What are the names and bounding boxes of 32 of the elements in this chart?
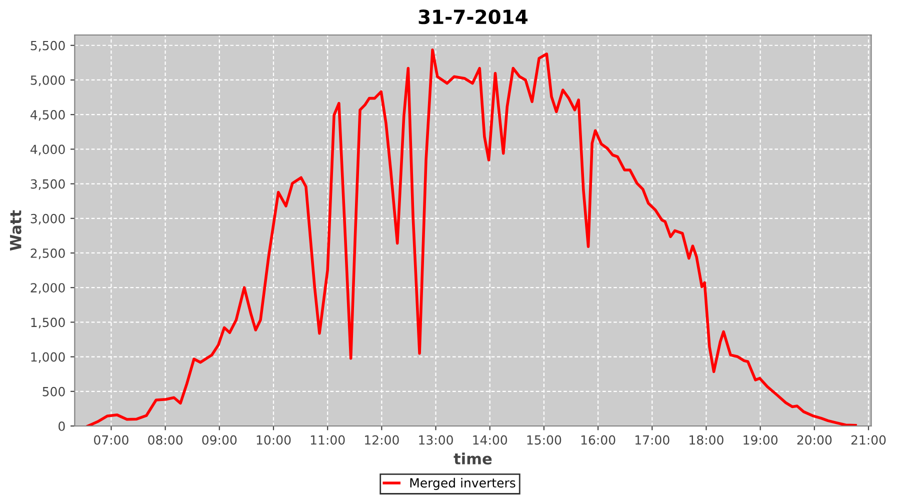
y-axis-title: Watt <box>10 210 22 251</box>
x-tick-label: 09:00 <box>202 435 237 445</box>
x-tick-label: 12:00 <box>365 435 399 445</box>
x-tick-label: 18:00 <box>690 435 724 445</box>
x-tick-label: 13:00 <box>419 435 453 445</box>
y-tick-label: 3,500 <box>30 179 65 190</box>
chart-title: 31-7-2014 <box>418 9 528 24</box>
x-tick-label: 08:00 <box>148 435 182 445</box>
y-tick-label: 500 <box>42 386 65 396</box>
y-tick-label: 5,000 <box>30 75 65 86</box>
y-tick-label: 4,500 <box>30 110 65 121</box>
x-tick-label: 16:00 <box>581 435 616 445</box>
y-tick-label: 1,500 <box>31 318 65 328</box>
y-tick-label: 2,500 <box>30 248 65 260</box>
x-tick-label: 14:00 <box>473 435 508 445</box>
y-tick-label: 5,500 <box>30 40 65 52</box>
y-tick-label: 3,000 <box>30 214 65 225</box>
y-tick-label: 1,000 <box>31 352 65 363</box>
x-tick-label: 19:00 <box>744 435 778 445</box>
x-tick-label: 10:00 <box>256 435 291 445</box>
x-tick-label: 11:00 <box>310 435 345 445</box>
y-tick-label: 2,000 <box>30 283 65 294</box>
x-tick-label: 21:00 <box>851 435 886 445</box>
legend-label: Merged inverters <box>410 478 516 490</box>
x-tick-label: 20:00 <box>797 435 832 445</box>
x-axis-title: time <box>454 452 492 465</box>
y-tick-label: 4,000 <box>30 144 65 156</box>
x-tick-label: 15:00 <box>527 435 562 445</box>
y-tick-label: 0 <box>58 421 65 431</box>
line-series <box>86 48 857 426</box>
x-tick-label: 07:00 <box>94 435 128 445</box>
x-tick-label: 17:00 <box>635 435 670 445</box>
